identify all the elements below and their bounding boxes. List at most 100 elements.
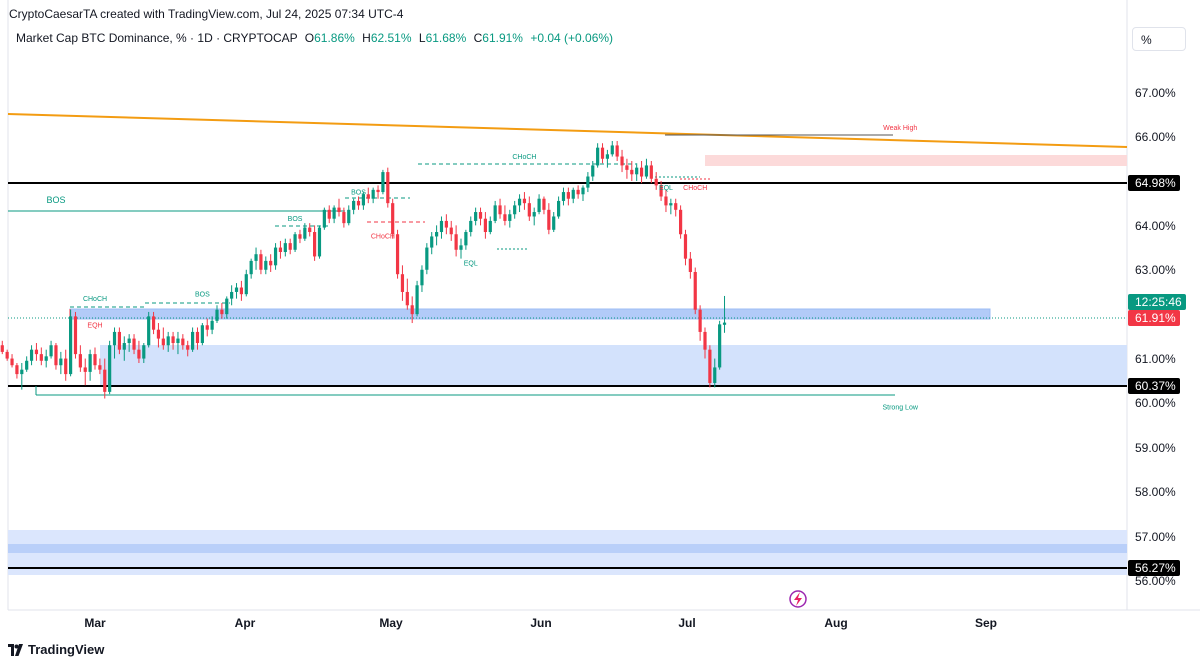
candle-down[interactable] (703, 331, 707, 350)
candle-down[interactable] (15, 365, 19, 375)
candle-up[interactable] (225, 298, 229, 315)
candle-down[interactable] (503, 214, 507, 221)
candle-up[interactable] (474, 212, 478, 221)
candle-down[interactable] (688, 258, 692, 272)
candle-up[interactable] (234, 287, 239, 292)
candle-up[interactable] (591, 165, 595, 177)
candle-up[interactable] (718, 324, 722, 368)
candle-up[interactable] (610, 145, 614, 155)
candle-up[interactable] (513, 205, 517, 215)
candle-down[interactable] (308, 227, 312, 233)
candle-down[interactable] (527, 203, 531, 217)
candle-down[interactable] (356, 200, 361, 206)
candle-up[interactable] (244, 274, 248, 295)
candle-up[interactable] (713, 367, 717, 383)
candle-up[interactable] (635, 167, 639, 175)
candle-down[interactable] (239, 287, 243, 295)
candle-down[interactable] (405, 291, 409, 306)
y-axis[interactable]: 67.00% 66.00% 64.00% 63.00% 61.00% 60.00… (1135, 86, 1176, 588)
candle-down[interactable] (395, 234, 400, 275)
candle-down[interactable] (630, 169, 634, 175)
candle-down[interactable] (98, 365, 102, 370)
candle-down[interactable] (103, 369, 107, 392)
candle-up[interactable] (605, 154, 609, 159)
symbol-title[interactable]: Market Cap BTC Dominance, % · 1D · CRYPT… (16, 31, 298, 45)
candle-down[interactable] (220, 309, 224, 315)
scale-percent-button[interactable]: % (1132, 27, 1186, 51)
candle-down[interactable] (547, 209, 551, 230)
candle-down[interactable] (337, 207, 341, 213)
candle-up[interactable] (122, 343, 126, 350)
candle-up[interactable] (415, 285, 419, 315)
candle-down[interactable] (708, 349, 712, 383)
candle-down[interactable] (410, 305, 414, 315)
candle-down[interactable] (205, 325, 209, 330)
candle-down[interactable] (137, 349, 141, 359)
candle-up[interactable] (439, 220, 444, 233)
candle-up[interactable] (49, 345, 53, 357)
candle-up[interactable] (532, 212, 536, 217)
candle-up[interactable] (347, 209, 351, 224)
candle-down[interactable] (449, 227, 453, 235)
candle-down[interactable] (478, 212, 483, 219)
candle-up[interactable] (361, 194, 365, 206)
candle-down[interactable] (181, 338, 185, 346)
candle-up[interactable] (517, 198, 522, 206)
candle-down[interactable] (674, 203, 678, 210)
candle-down[interactable] (522, 198, 527, 204)
candle-down[interactable] (34, 349, 39, 355)
candle-up[interactable] (230, 291, 234, 299)
candle-down[interactable] (664, 196, 668, 206)
candle-down[interactable] (195, 331, 200, 344)
candle-up[interactable] (127, 338, 131, 344)
candle-down[interactable] (679, 209, 683, 235)
candle-down[interactable] (542, 198, 546, 210)
candle-up[interactable] (264, 260, 268, 270)
candle-down[interactable] (83, 367, 87, 372)
candle-down[interactable] (269, 260, 273, 266)
candle-up[interactable] (322, 209, 326, 228)
footer-brand[interactable]: TradingView (8, 642, 104, 657)
candle-up[interactable] (317, 227, 322, 257)
candle-down[interactable] (288, 243, 292, 250)
candle-up[interactable] (112, 331, 117, 346)
candle-down[interactable] (625, 165, 629, 170)
candle-down[interactable] (386, 172, 390, 204)
candle-up[interactable] (332, 207, 336, 219)
candle-down[interactable] (620, 156, 624, 166)
lightning-event-icon[interactable] (789, 590, 807, 608)
candle-up[interactable] (488, 220, 492, 233)
candle-up[interactable] (459, 245, 463, 250)
candle-down[interactable] (117, 331, 121, 350)
candle-down[interactable] (171, 336, 175, 344)
candle-up[interactable] (352, 200, 356, 210)
candle-down[interactable] (132, 338, 136, 350)
candle-up[interactable] (200, 325, 204, 344)
candle-down[interactable] (259, 254, 263, 270)
candle-up[interactable] (142, 345, 146, 359)
candle-down[interactable] (156, 329, 161, 339)
candle-down[interactable] (391, 203, 395, 235)
candle-down[interactable] (186, 345, 190, 350)
candle-up[interactable] (464, 232, 468, 246)
candle-up[interactable] (469, 220, 473, 233)
candle-down[interactable] (376, 189, 380, 193)
candle-up[interactable] (166, 336, 170, 346)
candle-down[interactable] (698, 309, 702, 332)
candle-down[interactable] (639, 167, 644, 177)
candle-up[interactable] (669, 203, 673, 206)
candle-down[interactable] (5, 351, 9, 359)
candle-down[interactable] (454, 234, 458, 250)
candle-up[interactable] (722, 322, 727, 325)
candle-down[interactable] (54, 345, 58, 366)
candle-down[interactable] (600, 147, 605, 159)
candle-up[interactable] (644, 165, 649, 177)
candle-down[interactable] (659, 185, 663, 197)
candle-down[interactable] (278, 247, 283, 252)
candle-down[interactable] (576, 189, 580, 195)
candle-up[interactable] (420, 269, 424, 286)
candle-down[interactable] (654, 178, 658, 186)
candle-up[interactable] (29, 349, 34, 361)
candle-down[interactable] (566, 192, 570, 199)
candle-up[interactable] (283, 243, 287, 252)
